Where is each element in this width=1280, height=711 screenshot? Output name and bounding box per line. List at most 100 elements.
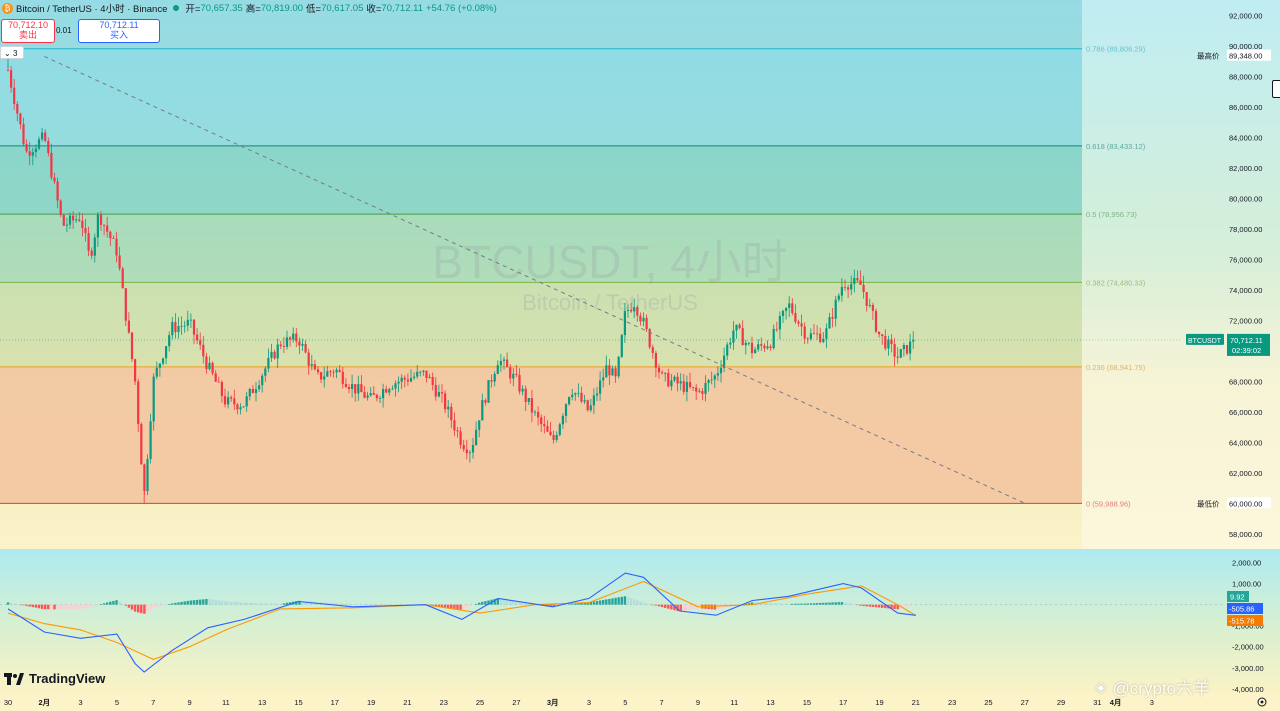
candle-body: [890, 339, 893, 345]
macd-histogram-bar: [140, 604, 143, 614]
macd-histogram-bar: [239, 602, 242, 605]
macd-histogram-bar: [642, 602, 645, 605]
candle-body: [53, 177, 56, 182]
candle-body: [354, 384, 357, 394]
macd-histogram-bar: [295, 601, 298, 605]
macd-histogram-bar: [567, 604, 571, 605]
fib-level-label: 0.382 (74,480.33): [1086, 278, 1146, 287]
candle-body: [475, 429, 478, 445]
candle-body: [220, 382, 223, 397]
candle-body: [843, 286, 847, 288]
macd-histogram-bar: [90, 604, 93, 607]
candle-body: [440, 392, 444, 394]
sell-button[interactable]: 70,712.10 卖出: [1, 19, 55, 43]
candle-body: [161, 358, 165, 364]
candle-body: [34, 148, 37, 153]
candle-body: [673, 376, 676, 381]
macd-histogram-bar: [884, 604, 887, 609]
macd-histogram-bar: [372, 604, 375, 605]
macd-histogram-bar: [106, 602, 109, 605]
candle-body: [378, 398, 382, 399]
macd-histogram-bar: [332, 602, 335, 605]
macd-histogram-bar: [648, 603, 651, 605]
sell-price: 70,712.10: [7, 20, 49, 30]
candle-body: [809, 333, 812, 339]
macd-histogram-bar: [164, 604, 168, 606]
candle-body: [78, 219, 81, 221]
macd-histogram-bar: [93, 604, 96, 606]
candle-body: [273, 351, 276, 359]
macd-histogram-bar: [183, 601, 186, 605]
macd-histogram-bar: [673, 604, 676, 611]
tradingview-logo[interactable]: TradingView: [4, 671, 105, 686]
candle-body: [484, 400, 487, 403]
macd-histogram-bar: [366, 604, 369, 605]
candle-body: [530, 398, 533, 413]
macd-value: -505.86: [1229, 605, 1254, 614]
macd-histogram-bar: [397, 604, 400, 605]
candle-body: [310, 364, 313, 366]
macd-histogram-bar: [186, 600, 189, 605]
chart-title: BTCUSDT, 4小时: [432, 236, 787, 288]
macd-histogram-bar: [499, 598, 503, 605]
candle-body: [729, 342, 732, 345]
candle-body: [295, 333, 298, 342]
candle-body: [347, 387, 351, 390]
symbol-title[interactable]: Bitcoin / TetherUS · 4小时 · Binance: [16, 4, 168, 15]
macd-histogram-bar: [437, 604, 441, 607]
macd-histogram-bar: [719, 604, 723, 609]
symbol-badge: [1186, 333, 1224, 345]
macd-histogram-bar: [691, 604, 695, 610]
high-price-badge: [1227, 49, 1271, 61]
macd-histogram-bar: [856, 604, 859, 606]
macd-histogram-bar: [908, 604, 912, 607]
sell-label: 卖出: [18, 30, 37, 40]
macd-histogram-bar: [549, 604, 552, 606]
macd-histogram-bar: [50, 604, 53, 610]
candle-body: [87, 233, 90, 251]
fib-level-label: 0.618 (83,433.12): [1086, 142, 1146, 151]
price-tick-label: 92,000.00: [1229, 11, 1262, 20]
macd-histogram-bar: [521, 602, 524, 605]
side-panel-toggle[interactable]: [1272, 80, 1280, 98]
macd-histogram-bar: [251, 603, 255, 605]
candle-body: [664, 372, 667, 374]
macd-histogram-bar: [487, 600, 490, 605]
macd-histogram-bar: [338, 603, 341, 605]
candle-body: [595, 393, 599, 396]
signal-line: [7, 580, 917, 660]
macd-histogram-bar: [583, 602, 586, 605]
low-label: 最低价: [1197, 498, 1220, 508]
price-tick-label: 64,000.00: [1229, 438, 1262, 447]
macd-histogram-bar: [273, 603, 276, 605]
candle-body: [437, 392, 440, 397]
macd-histogram-bar: [871, 604, 875, 607]
candle-body: [6, 70, 10, 71]
candle-body: [642, 317, 645, 322]
tradingview-logo-text: TradingView: [29, 671, 106, 686]
macd-histogram-bar: [109, 601, 112, 605]
macd-histogram-bar: [812, 603, 816, 605]
candle-body: [794, 313, 797, 322]
candle-body: [695, 387, 698, 392]
candle-body: [496, 365, 499, 374]
candle-body: [422, 370, 425, 372]
open-value: 70,657.35: [200, 2, 243, 14]
candle-body: [177, 326, 180, 333]
candle-body: [574, 393, 577, 395]
buy-button[interactable]: 70,712.11 买入: [78, 19, 160, 43]
candle-body: [543, 424, 546, 427]
candle-body: [344, 383, 347, 388]
fib-level-label: 0.5 (78,956.73): [1086, 210, 1137, 219]
time-tick-label: 13: [258, 698, 266, 707]
candle-body: [385, 389, 388, 393]
fib-zone-top: [0, 0, 1082, 49]
macd-histogram-bar: [326, 602, 329, 605]
macd-histogram-bar: [577, 603, 580, 605]
candle-body: [667, 372, 670, 387]
indicator-toggle[interactable]: ⌄ 3: [0, 46, 24, 59]
buy-price: 70,712.11: [99, 20, 139, 30]
macd-histogram-bar: [276, 603, 279, 605]
candle-body: [710, 379, 713, 381]
